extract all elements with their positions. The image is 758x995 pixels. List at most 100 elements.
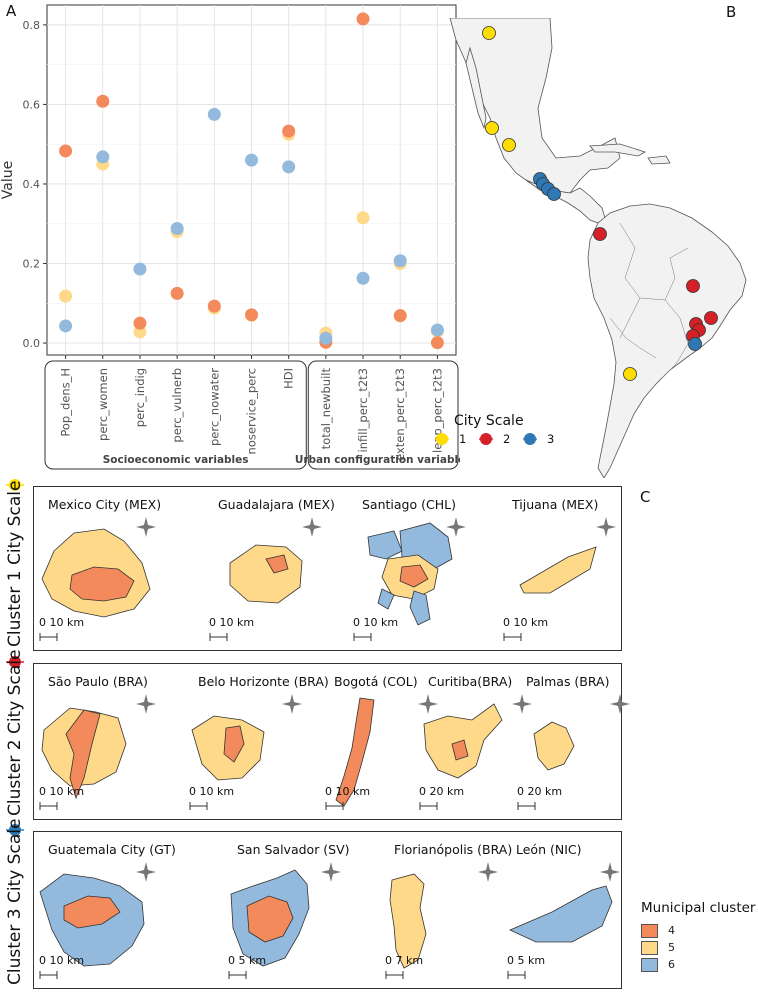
city-name: Tijuana (MEX) xyxy=(512,497,599,512)
data-point-cluster-6 xyxy=(319,331,333,345)
north-arrow-icon xyxy=(512,694,532,714)
variable-group-box xyxy=(307,360,459,470)
variable-groups: Socioeconomic variables Urban configurati… xyxy=(44,360,460,470)
map-legend-dot xyxy=(524,433,536,445)
city-name: Belo Horizonte (BRA) xyxy=(198,674,329,689)
scale-bar-label: 0 5 km xyxy=(507,954,546,967)
x-tick-label: HDI xyxy=(282,368,296,389)
city-point xyxy=(485,121,499,135)
city-map: Curitiba(BRA) 0 20 km xyxy=(414,664,554,821)
map-legend-title: City Scale xyxy=(454,413,524,429)
city-name: León (NIC) xyxy=(516,842,582,857)
city-municipalities xyxy=(519,517,616,594)
legend-item-4: 4 xyxy=(641,922,755,939)
data-point-cluster-4 xyxy=(430,336,444,350)
city-name: Florianópolis (BRA) xyxy=(394,842,513,857)
north-arrow-icon xyxy=(446,517,466,537)
cluster-box: Mexico City (MEX) 0 10 km Guadalajara (MEX… xyxy=(33,486,622,651)
city-map: Guatemala City (GT) 0 10 km xyxy=(34,832,176,990)
city-map: Belo Horizonte (BRA) 0 10 km xyxy=(184,664,329,821)
cuba xyxy=(589,143,646,157)
city-municipalities xyxy=(41,517,156,618)
north-arrow-icon xyxy=(610,694,630,714)
y-tick-label: 0.2 xyxy=(23,258,41,271)
city-point xyxy=(482,26,496,40)
city-point xyxy=(593,227,607,241)
north-arrow-icon xyxy=(282,694,302,714)
legend-label-6: 6 xyxy=(668,958,675,971)
north-arrow-icon xyxy=(596,517,616,537)
city-municipalities xyxy=(389,862,498,969)
scale-bar-label: 0 10 km xyxy=(209,616,255,629)
map-legend: City Scale 1 2 3 xyxy=(435,413,554,446)
city-name: Santiago (CHL) xyxy=(362,497,456,512)
cluster-scale-dot xyxy=(6,824,24,836)
city-point xyxy=(686,279,700,293)
land-outline xyxy=(449,18,747,478)
scale-bar xyxy=(325,802,344,810)
city-name: Guatemala City (GT) xyxy=(48,842,176,857)
city-map: Guadalajara (MEX) 0 10 km xyxy=(204,487,344,652)
scale-bar xyxy=(39,802,58,810)
data-point-cluster-4 xyxy=(245,308,258,322)
legend-swatch-4 xyxy=(641,923,658,938)
x-tick-label: perc_women xyxy=(96,368,110,441)
scale-bar-label: 0 10 km xyxy=(503,616,549,629)
scale-bar xyxy=(503,633,522,641)
north-arrow-icon xyxy=(321,862,341,882)
data-point-cluster-6 xyxy=(282,160,296,174)
mexico-land xyxy=(449,18,621,194)
y-tick-label: 0.4 xyxy=(23,178,41,191)
scale-bar-label: 0 10 km xyxy=(39,616,85,629)
city-point xyxy=(547,187,561,201)
x-axis-ticks: Pop_dens_H perc_women perc_indig perc_vulne… xyxy=(59,355,444,461)
city-name: Palmas (BRA) xyxy=(526,674,610,689)
x-tick-label: Pop_dens_H xyxy=(59,368,73,437)
city-municipalities xyxy=(423,694,532,779)
data-point-cluster-6 xyxy=(356,271,370,285)
municipality xyxy=(519,546,597,594)
municipality xyxy=(451,739,469,761)
scale-bar xyxy=(39,971,58,979)
municipality xyxy=(335,697,375,807)
city-point xyxy=(502,138,516,152)
data-points xyxy=(59,12,444,350)
cluster-side-label: Cluster 3 City Scale xyxy=(0,819,30,989)
x-tick-label: exten_perc_t2t3 xyxy=(393,368,407,461)
city-map: Florianópolis (BRA) 0 7 km xyxy=(380,832,520,990)
city-map: Tijuana (MEX) 0 10 km xyxy=(498,487,638,652)
data-point-cluster-4 xyxy=(282,124,296,138)
city-municipalities xyxy=(230,862,341,967)
cluster-box: Guatemala City (GT) 0 10 km San Salvador (… xyxy=(33,831,622,989)
city-map: Santiago (CHL) 0 10 km xyxy=(348,487,488,652)
data-point-cluster-6 xyxy=(59,319,73,333)
municipality xyxy=(246,895,294,943)
city-points xyxy=(482,26,718,381)
municipality xyxy=(533,721,575,771)
legend-swatch-5 xyxy=(641,940,658,955)
x-tick-label: perc_indig xyxy=(133,368,147,427)
city-map: Bogotá (COL) 0 10 km xyxy=(320,664,460,821)
scatter-chart: 0.0 0.2 0.4 0.6 0.8 Value Pop_dens_H perc_wom… xyxy=(0,4,460,470)
grid-lines xyxy=(47,5,456,355)
data-point-cluster-6 xyxy=(245,153,258,167)
city-point xyxy=(704,311,718,325)
scale-bar xyxy=(228,971,247,979)
country-borders xyxy=(609,222,689,379)
data-point-cluster-6 xyxy=(430,323,444,337)
scale-bar-label: 0 10 km xyxy=(39,785,85,798)
scale-bar-label: 0 20 km xyxy=(517,785,563,798)
y-tick-label: 0.6 xyxy=(23,98,41,111)
city-municipalities xyxy=(229,517,322,604)
scale-bar-label: 0 10 km xyxy=(353,616,399,629)
scale-bar xyxy=(353,633,372,641)
data-point-cluster-6 xyxy=(393,254,407,268)
municipality xyxy=(265,554,289,574)
north-arrow-icon xyxy=(478,862,498,882)
municipality xyxy=(377,588,395,610)
city-municipalities xyxy=(41,694,156,800)
city-map: Mexico City (MEX) 0 10 km xyxy=(34,487,174,652)
city-name: Curitiba(BRA) xyxy=(428,674,513,689)
data-point-cluster-4 xyxy=(356,12,370,26)
scale-bar-label: 0 20 km xyxy=(419,785,465,798)
